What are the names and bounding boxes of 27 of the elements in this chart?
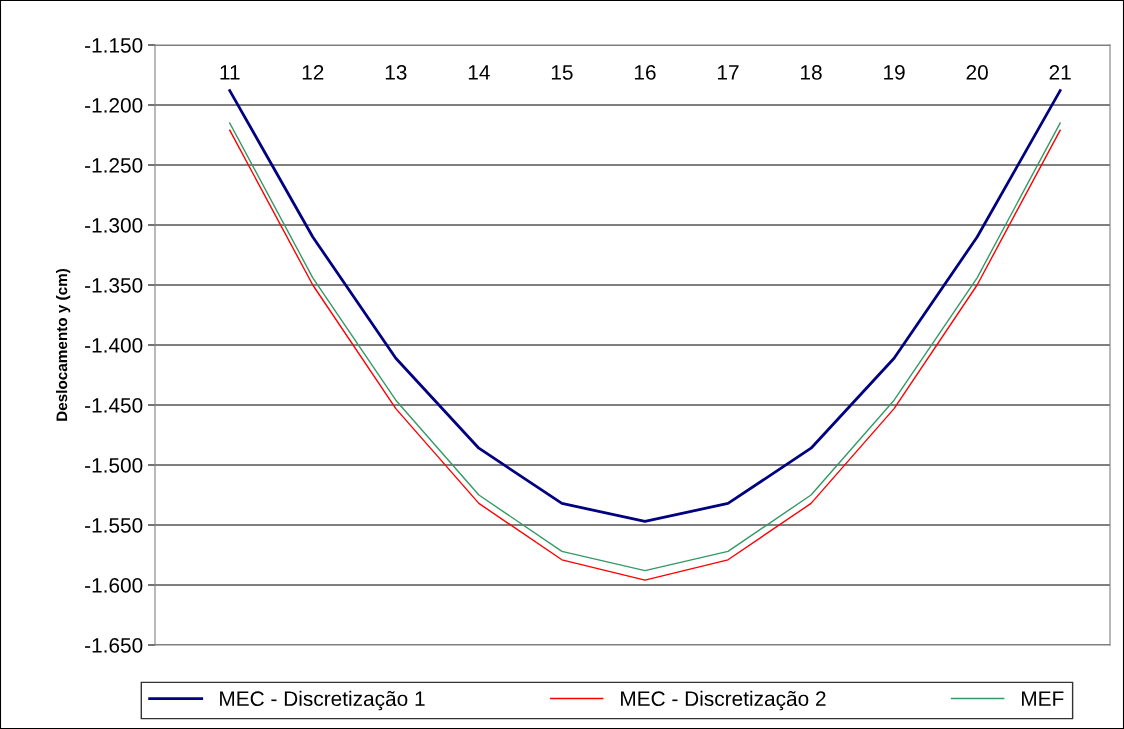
x-tick-label: 20 — [966, 65, 988, 80]
line-series — [228, 89, 1062, 523]
y-tick-label: -1.300 — [85, 218, 143, 233]
y-tick-label: -1.400 — [85, 338, 143, 353]
legend-label: MEC - Discretização 1 — [220, 690, 425, 711]
y-tick-label: -1.600 — [85, 578, 143, 593]
x-tick-label: 19 — [884, 65, 905, 80]
legend-label: MEF — [1022, 691, 1064, 706]
x-tick-label: 13 — [385, 65, 407, 80]
y-axis-title: Deslocamento y (cm) — [56, 268, 71, 421]
y-tick-label: -1.550 — [85, 518, 143, 533]
y-tick-label: -1.200 — [85, 98, 143, 113]
x-tick-label: 16 — [634, 65, 656, 80]
y-tick-label: -1.150 — [85, 38, 143, 53]
x-tick-label: 14 — [468, 65, 490, 80]
y-tick-label: -1.250 — [85, 158, 143, 173]
x-tick-label: 15 — [551, 65, 573, 80]
x-tick-label: 21 — [1049, 65, 1071, 80]
x-tick-label: 11 — [220, 65, 240, 80]
x-tick-label: 17 — [718, 65, 739, 80]
y-tick-label: -1.650 — [85, 638, 143, 653]
y-tick-label: -1.450 — [85, 398, 143, 413]
x-tick-label: 12 — [302, 65, 324, 80]
legend-label: MEC - Discretização 2 — [621, 690, 826, 711]
x-tick-label: 18 — [801, 65, 822, 80]
y-tick-label: -1.500 — [85, 458, 143, 473]
y-tick-label: -1.350 — [85, 278, 143, 293]
